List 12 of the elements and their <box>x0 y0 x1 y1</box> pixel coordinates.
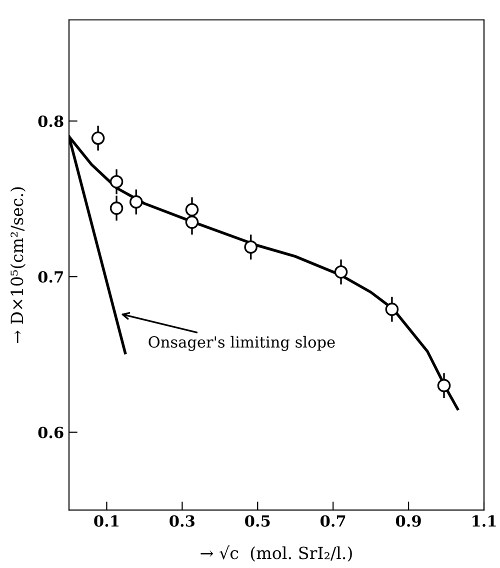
x-axis-title: → √c (mol. SrI₂/l.) <box>200 546 352 562</box>
annotation: Onsager's limiting slope <box>148 336 335 351</box>
x-tick-label: 0.3 <box>170 515 194 527</box>
x-tick-label: 0.7 <box>320 515 346 527</box>
x-tick-label: 0.9 <box>396 515 421 527</box>
y-axis-title: → D×10⁵(cm²/sec.) <box>10 187 26 344</box>
x-tick-label: 1.1 <box>472 515 496 527</box>
y-tick-label: 0.8 <box>38 115 64 128</box>
x-tick-label: 0.5 <box>245 515 270 527</box>
x-tick-label: 0.1 <box>94 515 118 527</box>
y-tick-label: 0.6 <box>38 426 64 438</box>
y-tick-label: 0.7 <box>38 271 63 283</box>
